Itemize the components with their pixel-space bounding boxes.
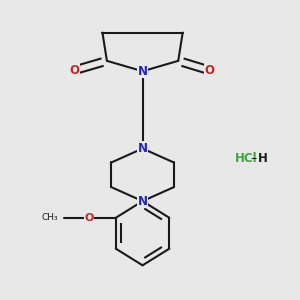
Text: –: – <box>250 152 256 165</box>
Text: CH₃: CH₃ <box>42 213 58 222</box>
Text: N: N <box>138 65 148 78</box>
Text: HCl: HCl <box>235 152 258 165</box>
Text: N: N <box>138 195 148 208</box>
Text: H: H <box>258 152 268 165</box>
Text: O: O <box>84 213 94 223</box>
Text: N: N <box>138 142 148 155</box>
Text: O: O <box>69 64 79 77</box>
Text: O: O <box>204 64 214 77</box>
